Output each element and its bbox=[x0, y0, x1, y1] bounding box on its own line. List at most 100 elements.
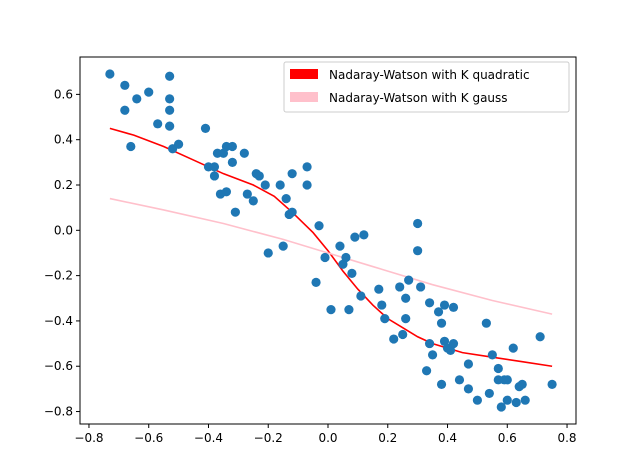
data-point bbox=[377, 300, 387, 310]
data-point bbox=[105, 69, 115, 79]
data-point bbox=[401, 314, 411, 324]
data-point bbox=[356, 291, 366, 301]
data-point bbox=[413, 246, 423, 256]
data-point bbox=[535, 332, 545, 342]
data-point bbox=[436, 318, 447, 328]
data-point bbox=[359, 230, 369, 240]
data-point bbox=[302, 180, 312, 190]
data-point bbox=[120, 80, 130, 90]
y-axis: −0.8 −0.6 −0.4 −0.2 0.0 0.2 0.4 0.6 bbox=[44, 87, 80, 419]
data-point bbox=[511, 397, 521, 408]
data-point bbox=[347, 268, 357, 278]
data-point bbox=[433, 307, 444, 317]
legend-box bbox=[283, 61, 570, 113]
y-tick-label: −0.4 bbox=[44, 314, 73, 328]
data-point bbox=[493, 363, 503, 374]
data-point bbox=[263, 248, 273, 258]
data-point bbox=[165, 105, 175, 115]
x-tick-label: −0.4 bbox=[194, 431, 223, 445]
data-point bbox=[404, 275, 414, 285]
data-point bbox=[398, 329, 408, 340]
data-point bbox=[287, 207, 297, 217]
data-point bbox=[132, 94, 142, 104]
data-point bbox=[341, 252, 351, 263]
data-point bbox=[463, 384, 474, 394]
data-point bbox=[374, 284, 384, 294]
data-point bbox=[481, 318, 491, 328]
data-point bbox=[401, 293, 411, 303]
x-tick-label: 0.8 bbox=[557, 431, 576, 445]
data-point bbox=[502, 375, 512, 385]
data-point bbox=[314, 221, 324, 231]
y-tick-label: 0.6 bbox=[54, 87, 73, 101]
data-point bbox=[439, 300, 450, 310]
data-point bbox=[230, 207, 240, 217]
data-point bbox=[416, 282, 426, 292]
x-tick-label: −0.2 bbox=[254, 431, 283, 445]
data-point bbox=[496, 402, 506, 412]
data-point bbox=[547, 379, 557, 389]
data-point bbox=[200, 123, 211, 133]
data-point bbox=[320, 252, 330, 263]
series-line-gauss bbox=[109, 197, 553, 315]
data-point bbox=[227, 141, 237, 152]
legend-label-gauss: Nadaray-Watson with K gauss bbox=[329, 91, 508, 105]
x-tick-label: −0.6 bbox=[134, 431, 163, 445]
data-point bbox=[260, 180, 270, 190]
data-point bbox=[326, 305, 336, 315]
y-tick-label: 0.2 bbox=[54, 178, 73, 192]
data-point bbox=[311, 277, 321, 288]
legend-swatch-gauss bbox=[290, 92, 318, 102]
data-point bbox=[448, 338, 459, 349]
data-point bbox=[209, 171, 220, 181]
data-point bbox=[281, 193, 291, 204]
data-point bbox=[248, 196, 258, 206]
data-point bbox=[242, 189, 252, 199]
data-point bbox=[454, 375, 465, 385]
x-tick-label: 0.0 bbox=[318, 431, 337, 445]
data-point bbox=[484, 388, 494, 399]
data-point bbox=[424, 338, 435, 349]
data-point bbox=[520, 395, 530, 405]
data-point bbox=[424, 298, 435, 308]
y-tick-label: −0.2 bbox=[44, 269, 73, 283]
data-point bbox=[413, 218, 423, 229]
data-point bbox=[335, 241, 345, 251]
data-point bbox=[380, 314, 390, 324]
data-point bbox=[221, 187, 232, 197]
scatter-points bbox=[105, 69, 557, 412]
data-point bbox=[165, 71, 175, 81]
data-point bbox=[508, 343, 518, 353]
y-tick-label: −0.8 bbox=[44, 405, 73, 419]
data-point bbox=[227, 157, 237, 167]
y-tick-label: 0.4 bbox=[54, 133, 73, 147]
data-point bbox=[254, 171, 264, 181]
data-point bbox=[209, 162, 220, 172]
data-point bbox=[165, 121, 175, 131]
x-tick-label: 0.6 bbox=[498, 431, 517, 445]
data-point bbox=[487, 350, 497, 360]
data-point bbox=[472, 395, 482, 405]
data-point bbox=[422, 366, 432, 376]
data-point bbox=[153, 119, 163, 129]
data-point bbox=[165, 94, 175, 104]
data-point bbox=[126, 141, 136, 152]
data-point bbox=[239, 148, 249, 158]
data-point bbox=[436, 379, 447, 389]
legend-swatch-quadratic bbox=[290, 69, 318, 79]
data-point bbox=[502, 395, 512, 405]
data-point bbox=[144, 87, 154, 97]
data-point bbox=[395, 282, 405, 292]
data-point bbox=[344, 305, 354, 315]
data-point bbox=[174, 139, 184, 149]
data-point bbox=[278, 241, 288, 251]
y-tick-label: 0.0 bbox=[54, 223, 73, 237]
legend-label-quadratic: Nadaray-Watson with K quadratic bbox=[329, 68, 530, 82]
data-point bbox=[287, 169, 297, 179]
data-point bbox=[350, 232, 360, 242]
data-point bbox=[517, 379, 527, 389]
x-tick-label: 0.2 bbox=[378, 431, 397, 445]
data-point bbox=[463, 359, 474, 369]
legend: Nadaray-Watson with K quadratic Nadaray-… bbox=[283, 61, 570, 113]
